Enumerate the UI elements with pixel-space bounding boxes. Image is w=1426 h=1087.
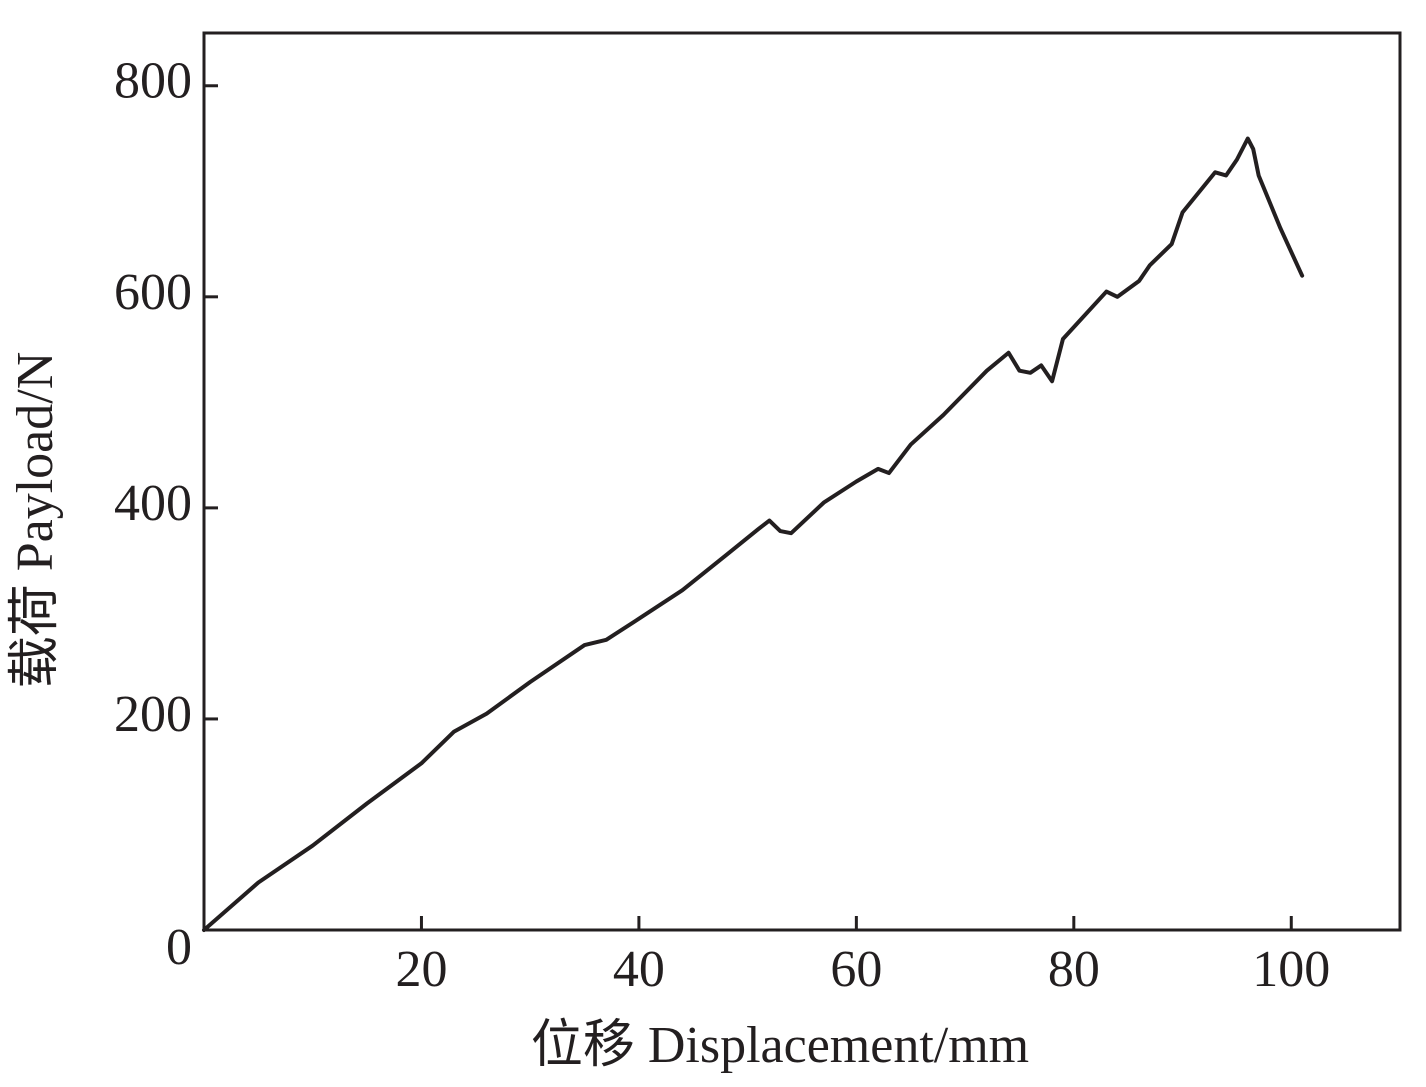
y-tick-label: 400: [114, 475, 192, 532]
plot-frame: [202, 31, 1402, 932]
data-line: [202, 136, 1305, 932]
x-tick-label: 20: [395, 941, 447, 998]
y-tick-label: 200: [114, 686, 192, 743]
x-tick-label: 40: [613, 941, 665, 998]
y-tick-label: 600: [114, 264, 192, 321]
y-axis-label: 载荷 Payload/N: [7, 352, 64, 689]
y-tick-label: 800: [114, 53, 192, 110]
x-tick-label: 100: [1252, 941, 1330, 998]
x-axis-label: 位移 Displacement/mm: [531, 1017, 1029, 1074]
x-tick-label: 60: [830, 941, 882, 998]
y-tick-label: 0: [166, 919, 192, 976]
x-tick-label: 80: [1048, 941, 1100, 998]
